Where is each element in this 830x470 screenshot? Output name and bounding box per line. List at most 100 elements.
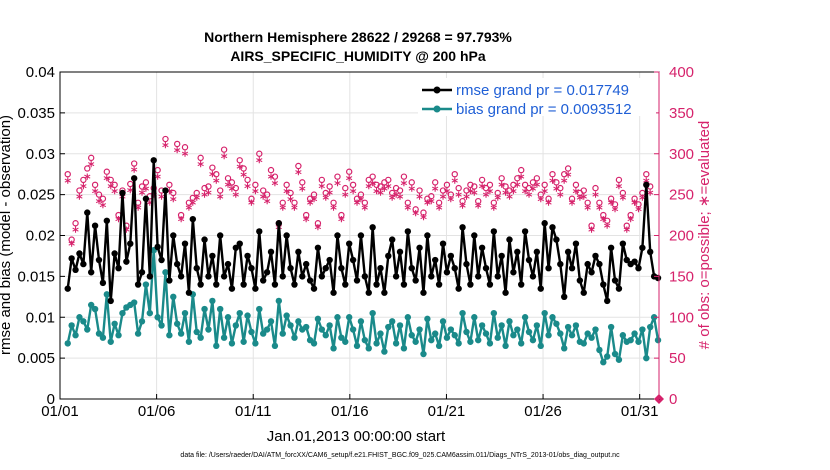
obs-possible-marker (416, 187, 423, 194)
obs-evaluated-marker: * (518, 172, 525, 187)
obs-evaluated-marker: * (451, 176, 458, 191)
obs-evaluated-marker: * (68, 239, 75, 254)
obs-evaluated-marker: * (447, 195, 454, 210)
obs-possible-marker (451, 170, 458, 178)
obs-evaluated-marker: * (127, 186, 134, 201)
y-right-tick-label: 100 (669, 309, 694, 326)
obs-possible-marker (521, 181, 529, 189)
y-right-tick-label: 400 (669, 64, 694, 81)
bias-point (408, 332, 415, 339)
bias-point (459, 309, 466, 317)
obs-possible-marker (68, 236, 75, 243)
bias-point (330, 345, 337, 352)
rmse-point (486, 281, 494, 288)
obs-possible-marker (373, 181, 380, 189)
obs-possible-marker (201, 184, 208, 192)
obs-evaluated-marker: * (72, 225, 79, 240)
rmse-point (150, 157, 157, 164)
bias-point (396, 322, 404, 329)
rmse-point (209, 252, 216, 260)
obs-evaluated-marker: * (236, 162, 243, 177)
obs-evaluated-marker: * (260, 193, 267, 208)
bias-point (463, 328, 470, 336)
rmse-point (568, 265, 576, 272)
obs-possible-marker (232, 184, 240, 192)
obs-possible-marker (291, 199, 298, 206)
obs-possible-marker (142, 179, 150, 186)
rmse-point (459, 224, 466, 231)
rmse-point (647, 248, 654, 256)
obs-possible-marker (412, 206, 419, 213)
bias-point (259, 330, 267, 337)
x-tick-label: 01/21 (428, 403, 466, 420)
obs-possible-marker (318, 176, 326, 184)
obs-evaluated-marker: * (283, 187, 290, 202)
obs-evaluated-marker: * (436, 203, 443, 218)
obs-evaluated-marker: * (268, 172, 275, 187)
rmse-point (84, 209, 91, 216)
bias-point (557, 330, 564, 337)
obs-evaluated-marker: * (225, 180, 232, 195)
obs-evaluated-marker: * (623, 225, 630, 240)
rmse-point (635, 265, 642, 272)
obs-possible-marker (541, 181, 548, 189)
obs-evaluated-marker: * (123, 225, 130, 240)
rmse-point (76, 250, 83, 257)
obs-evaluated-marker: * (545, 198, 552, 213)
obs-evaluated-marker: * (483, 190, 490, 205)
obs-evaluated-marker: * (76, 193, 83, 208)
bias-point (283, 312, 290, 319)
obs-evaluated-marker: * (291, 203, 298, 218)
bias-point (146, 309, 154, 317)
obs-evaluated-marker: * (389, 194, 396, 209)
obs-possible-marker (205, 183, 212, 190)
obs-possible-marker (494, 189, 501, 197)
obs-evaluated-marker: * (412, 209, 419, 224)
obs-possible-marker (353, 195, 361, 202)
obs-possible-marker (162, 135, 169, 143)
obs-evaluated-marker: * (154, 172, 161, 187)
rmse-point (138, 269, 146, 276)
obs-possible-marker (463, 187, 470, 194)
obs-evaluated-marker: * (338, 215, 345, 230)
rmse-point (232, 244, 240, 251)
obs-possible-marker (467, 181, 474, 189)
bias-point (592, 326, 599, 333)
bias-point (541, 309, 548, 317)
bias-point (494, 334, 501, 341)
rmse-point (64, 285, 71, 292)
rmse-point (412, 277, 419, 284)
obs-possible-marker (244, 176, 251, 184)
obs-possible-marker (447, 191, 455, 198)
rmse-point (130, 175, 138, 182)
legend-rmse-label: rmse grand pr = 0.017749 (456, 82, 629, 99)
y-left-tick-label: 0.015 (17, 268, 55, 285)
obs-possible-marker (572, 181, 580, 189)
rmse-point (342, 281, 349, 288)
rmse-series-layer (64, 157, 662, 305)
rmse-point (193, 265, 200, 272)
rmse-point (299, 273, 306, 280)
rmse-point (385, 252, 392, 260)
bias-point (381, 348, 388, 355)
rmse-line (66, 159, 659, 303)
rmse-point (205, 273, 212, 280)
y-axis-right: 0 50 100 150 200 250 300 350 400 (654, 64, 694, 408)
obs-possible-marker (432, 179, 439, 186)
data-file-footnote: data file: /Users/raeder/DAI/ATM_forcXX/… (180, 452, 620, 459)
obs-evaluated-marker: * (580, 193, 587, 208)
obs-possible-marker (596, 199, 603, 206)
obs-evaluated-marker: * (189, 198, 196, 213)
obs-evaluated-marker: * (631, 198, 638, 213)
bias-point (361, 336, 369, 344)
bias-point (639, 326, 646, 333)
obs-possible-marker (385, 176, 392, 184)
obs-evaluated-marker: * (217, 193, 224, 208)
obs-possible-marker (80, 176, 87, 184)
obs-possible-marker (643, 170, 650, 178)
obs-evaluated-marker: * (530, 185, 537, 200)
obs-possible-marker (607, 195, 615, 202)
obs-evaluated-marker: * (494, 194, 501, 209)
obs-evaluated-marker: * (166, 187, 173, 202)
bias-point (369, 309, 376, 317)
